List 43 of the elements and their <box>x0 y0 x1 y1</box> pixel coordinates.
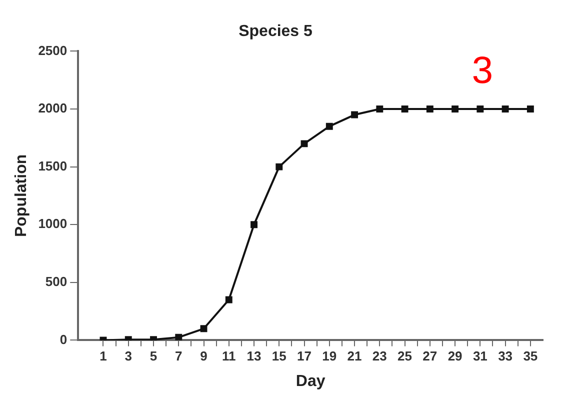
x-tick-label: 21 <box>347 348 362 364</box>
point <box>526 106 534 112</box>
y-tick-label: 0 <box>60 332 68 347</box>
x-tick-label: 19 <box>322 348 337 364</box>
x-tick-label: 17 <box>297 348 312 364</box>
x-axis-title: Day <box>296 372 326 390</box>
point <box>452 106 459 112</box>
x-tick-label: 13 <box>246 348 262 364</box>
x-tick-label: 33 <box>498 348 513 364</box>
x-tick-label: 7 <box>175 348 182 364</box>
point <box>426 106 434 112</box>
x-tick-label: 5 <box>150 348 158 364</box>
point <box>300 140 308 148</box>
point <box>376 106 384 112</box>
x-tick-label: 11 <box>222 348 236 364</box>
y-tick-label: 2000 <box>38 100 68 116</box>
annotation: 3 <box>472 50 493 93</box>
point <box>326 122 333 130</box>
point <box>276 163 283 170</box>
x-tick-label: 9 <box>200 348 208 364</box>
point <box>225 296 232 304</box>
x-tick-label: 27 <box>422 348 438 364</box>
point <box>502 106 509 112</box>
y-tick-label: 1500 <box>38 158 68 174</box>
x-tick-label: 1 <box>100 348 107 364</box>
point <box>250 221 258 228</box>
y-tick-label: 2500 <box>38 42 68 58</box>
point <box>401 106 408 112</box>
y-tick-label: 500 <box>45 274 68 289</box>
point <box>351 111 358 118</box>
x-tick-label: 15 <box>272 348 286 364</box>
chart-title: Species 5 <box>238 23 313 40</box>
x-tick-label: 23 <box>372 348 387 364</box>
x-tick-label: 29 <box>448 348 462 364</box>
y-tick-label: 1000 <box>38 216 68 232</box>
point <box>175 334 182 340</box>
x-tick-label: 31 <box>472 348 488 364</box>
x-tick-label: 25 <box>398 348 412 364</box>
point <box>476 106 484 112</box>
x-tick-label: 35 <box>523 348 538 364</box>
y-axis-title: Population <box>13 154 30 238</box>
x-tick-label: 3 <box>124 348 132 364</box>
point <box>200 325 208 332</box>
